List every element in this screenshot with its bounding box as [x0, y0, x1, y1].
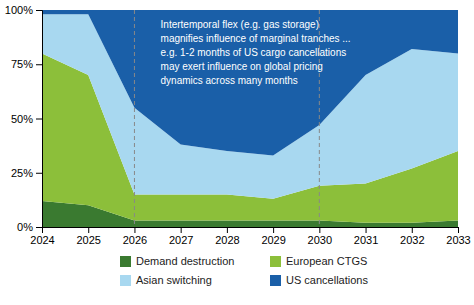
annotation: Intertemporal flex (e.g. gas storage)mag…: [161, 19, 351, 86]
x-tick: 2027: [169, 227, 193, 246]
x-tick: 2032: [400, 227, 424, 246]
x-tick: 2033: [446, 227, 470, 246]
tick-mark: [36, 119, 42, 120]
y-tick: 50%: [11, 113, 42, 125]
tick-mark: [366, 227, 367, 233]
x-tick: 2028: [215, 227, 239, 246]
tick-mark: [36, 173, 42, 174]
legend-item: Demand destruction: [120, 255, 234, 267]
axis-line: [36, 11, 43, 228]
reference-line: [134, 10, 135, 227]
tick-label: 2028: [215, 234, 239, 246]
x-tick: 2026: [123, 227, 147, 246]
tick-mark: [134, 227, 135, 233]
tick-label: 2030: [308, 234, 332, 246]
x-tick: 2024: [30, 227, 54, 246]
x-tick: 2025: [76, 227, 100, 246]
tick-label: 100%: [5, 4, 33, 16]
tick-label: 2026: [123, 234, 147, 246]
y-axis: 0% 25% 50% 75% 100%: [5, 4, 43, 233]
tick-label: 2032: [400, 234, 424, 246]
legend-label: Asian switching: [136, 274, 212, 286]
tick-label: 75%: [11, 58, 33, 70]
x-axis: 2024 2025 2026 2027 2028 2029 2030 2031 2032 2033: [30, 227, 470, 246]
tick-mark: [36, 227, 42, 228]
legend-swatch: [270, 275, 281, 286]
tick-label: 2029: [261, 234, 285, 246]
x-tick: 2031: [354, 227, 378, 246]
legend: Demand destruction European CTGS Asian swi…: [120, 255, 368, 286]
legend-item: European CTGS: [270, 255, 367, 267]
legend-item: US cancellations: [270, 274, 368, 286]
plot-area: 2024 2025 2026 2027 2028 2029 2030 2031 2032 2033…: [5, 4, 471, 246]
legend-swatch: [120, 256, 131, 267]
tick-mark: [412, 227, 413, 233]
tick-label: 0%: [17, 221, 33, 233]
tick-mark: [36, 10, 42, 11]
tick-label: 2025: [76, 234, 100, 246]
x-tick: 2030: [308, 227, 332, 246]
y-tick: 100%: [5, 4, 42, 16]
tick-mark: [458, 227, 459, 233]
chart: 2024 2025 2026 2027 2028 2029 2030 2031 2032 2033…: [0, 0, 474, 305]
tick-label: 2027: [169, 234, 193, 246]
tick-mark: [36, 64, 42, 65]
legend-label: Demand destruction: [136, 255, 234, 267]
axis-line: [43, 228, 459, 234]
x-tick: 2029: [261, 227, 285, 246]
tick-mark: [181, 227, 182, 233]
marks: [42, 10, 458, 227]
legend-label: US cancellations: [286, 274, 368, 286]
legend-swatch: [270, 256, 281, 267]
tick-mark: [227, 227, 228, 233]
tick-mark: [88, 227, 89, 233]
tick-label: 25%: [11, 167, 33, 179]
tick-label: 2033: [446, 234, 470, 246]
tick-label: 2024: [30, 234, 54, 246]
y-tick: 0%: [17, 221, 42, 233]
tick-mark: [319, 227, 320, 233]
tick-label: 2031: [354, 234, 378, 246]
y-tick: 25%: [11, 167, 42, 179]
tick-mark: [273, 227, 274, 233]
tick-label: 50%: [11, 113, 33, 125]
legend-swatch: [120, 275, 131, 286]
legend-item: Asian switching: [120, 274, 212, 286]
y-tick: 75%: [11, 58, 42, 70]
legend-label: European CTGS: [286, 255, 367, 267]
area-series: [42, 10, 458, 155]
